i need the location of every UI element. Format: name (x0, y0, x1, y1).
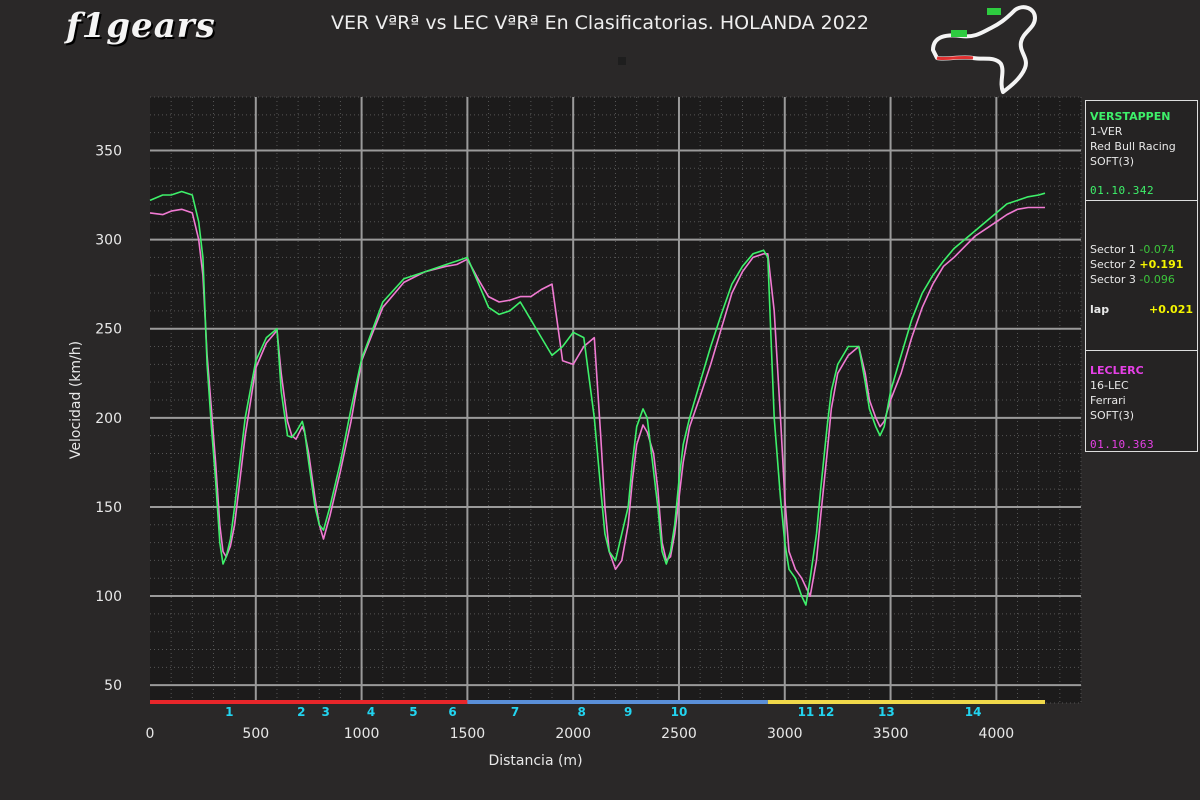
sector2-label: Sector 2 (1090, 258, 1136, 271)
corner-label: 6 (448, 705, 456, 719)
x-tick-label: 1000 (344, 726, 380, 742)
lap-delta: +0.021 (1148, 303, 1193, 316)
corner-label: 4 (367, 705, 375, 719)
track-map-icon (931, 5, 1037, 94)
y-tick-label: 150 (95, 500, 122, 516)
x-tick-label: 2000 (555, 726, 591, 742)
driver1-tyre: SOFT(3) (1090, 155, 1135, 168)
y-tick-label: 100 (95, 589, 122, 605)
driver1-team: Red Bull Racing (1090, 140, 1176, 153)
x-tick-label: 0 (146, 726, 155, 742)
driver1-panel: VERSTAPPEN 1-VER Red Bull Racing SOFT(3)… (1085, 100, 1198, 202)
x-tick-label: 3500 (873, 726, 909, 742)
legend-marker (618, 57, 626, 65)
series-line-verstappen (149, 190, 1046, 606)
driver2-code: 16-LEC (1090, 379, 1129, 392)
x-tick-label: 3000 (767, 726, 803, 742)
plot-area (150, 97, 1081, 703)
sector1-label: Sector 1 (1090, 243, 1136, 256)
sector3-delta: -0.096 (1139, 273, 1175, 286)
y-tick-label: 350 (95, 143, 122, 159)
corner-label: 8 (577, 705, 585, 719)
corner-label: 11 (798, 705, 815, 719)
sector1-delta: -0.074 (1139, 243, 1175, 256)
y-tick-label: 250 (95, 322, 122, 338)
driver2-team: Ferrari (1090, 394, 1126, 407)
deltas-panel: Sector 1 -0.074 Sector 2 +0.191 Sector 3… (1085, 200, 1198, 352)
sector2-delta: +0.191 (1139, 258, 1184, 271)
y-tick-label: 50 (104, 678, 122, 694)
sector2-row: Sector 2 +0.191 (1086, 257, 1197, 272)
corner-label: 12 (818, 705, 835, 719)
corner-label: 13 (878, 705, 895, 719)
corner-label: 3 (321, 705, 329, 719)
y-tick-label: 300 (95, 233, 122, 249)
speed-chart: 0 500 1000 1500 2000 2500 3000 3500 4000 50 100 150… (68, 96, 1082, 769)
sector3-row: Sector 3 -0.096 (1086, 272, 1197, 287)
corner-label: 5 (409, 705, 417, 719)
y-axis-label: Velocidad (km/h) (68, 341, 84, 459)
lap-label: lap (1090, 303, 1110, 316)
corner-label: 10 (671, 705, 688, 719)
x-tick-label: 1500 (450, 726, 486, 742)
driver2-panel: LECLERC 16-LEC Ferrari SOFT(3) 01.10.363 (1085, 350, 1198, 452)
f1gears-logo: f1gears (30, 2, 215, 50)
logo-text: f1gears (66, 6, 216, 46)
x-tick-label: 2500 (661, 726, 697, 742)
sector3-label: Sector 3 (1090, 273, 1136, 286)
driver1-name: VERSTAPPEN (1090, 110, 1171, 123)
lap-row: lap +0.021 (1086, 302, 1197, 317)
x-tick-label: 4000 (979, 726, 1015, 742)
x-tick-label: 500 (242, 726, 269, 742)
x-axis-label: Distancia (m) (488, 753, 582, 769)
corner-label: 2 (297, 705, 305, 719)
driver1-code: 1-VER (1090, 125, 1123, 138)
corner-label: 1 (225, 705, 233, 719)
sector1-row: Sector 1 -0.074 (1086, 242, 1197, 257)
driver1-lap-time: 01.10.342 (1090, 184, 1155, 197)
driver2-tyre: SOFT(3) (1090, 409, 1135, 422)
corner-label: 14 (965, 705, 982, 719)
corner-label: 7 (511, 705, 519, 719)
series-line-leclerc (149, 206, 1045, 597)
corner-label: 9 (624, 705, 632, 719)
driver2-name: LECLERC (1090, 364, 1144, 377)
y-tick-label: 200 (95, 411, 122, 427)
driver2-lap-time: 01.10.363 (1090, 438, 1155, 451)
chart-title: VER VªRª vs LEC VªRª En Clasificatorias.… (330, 12, 870, 34)
